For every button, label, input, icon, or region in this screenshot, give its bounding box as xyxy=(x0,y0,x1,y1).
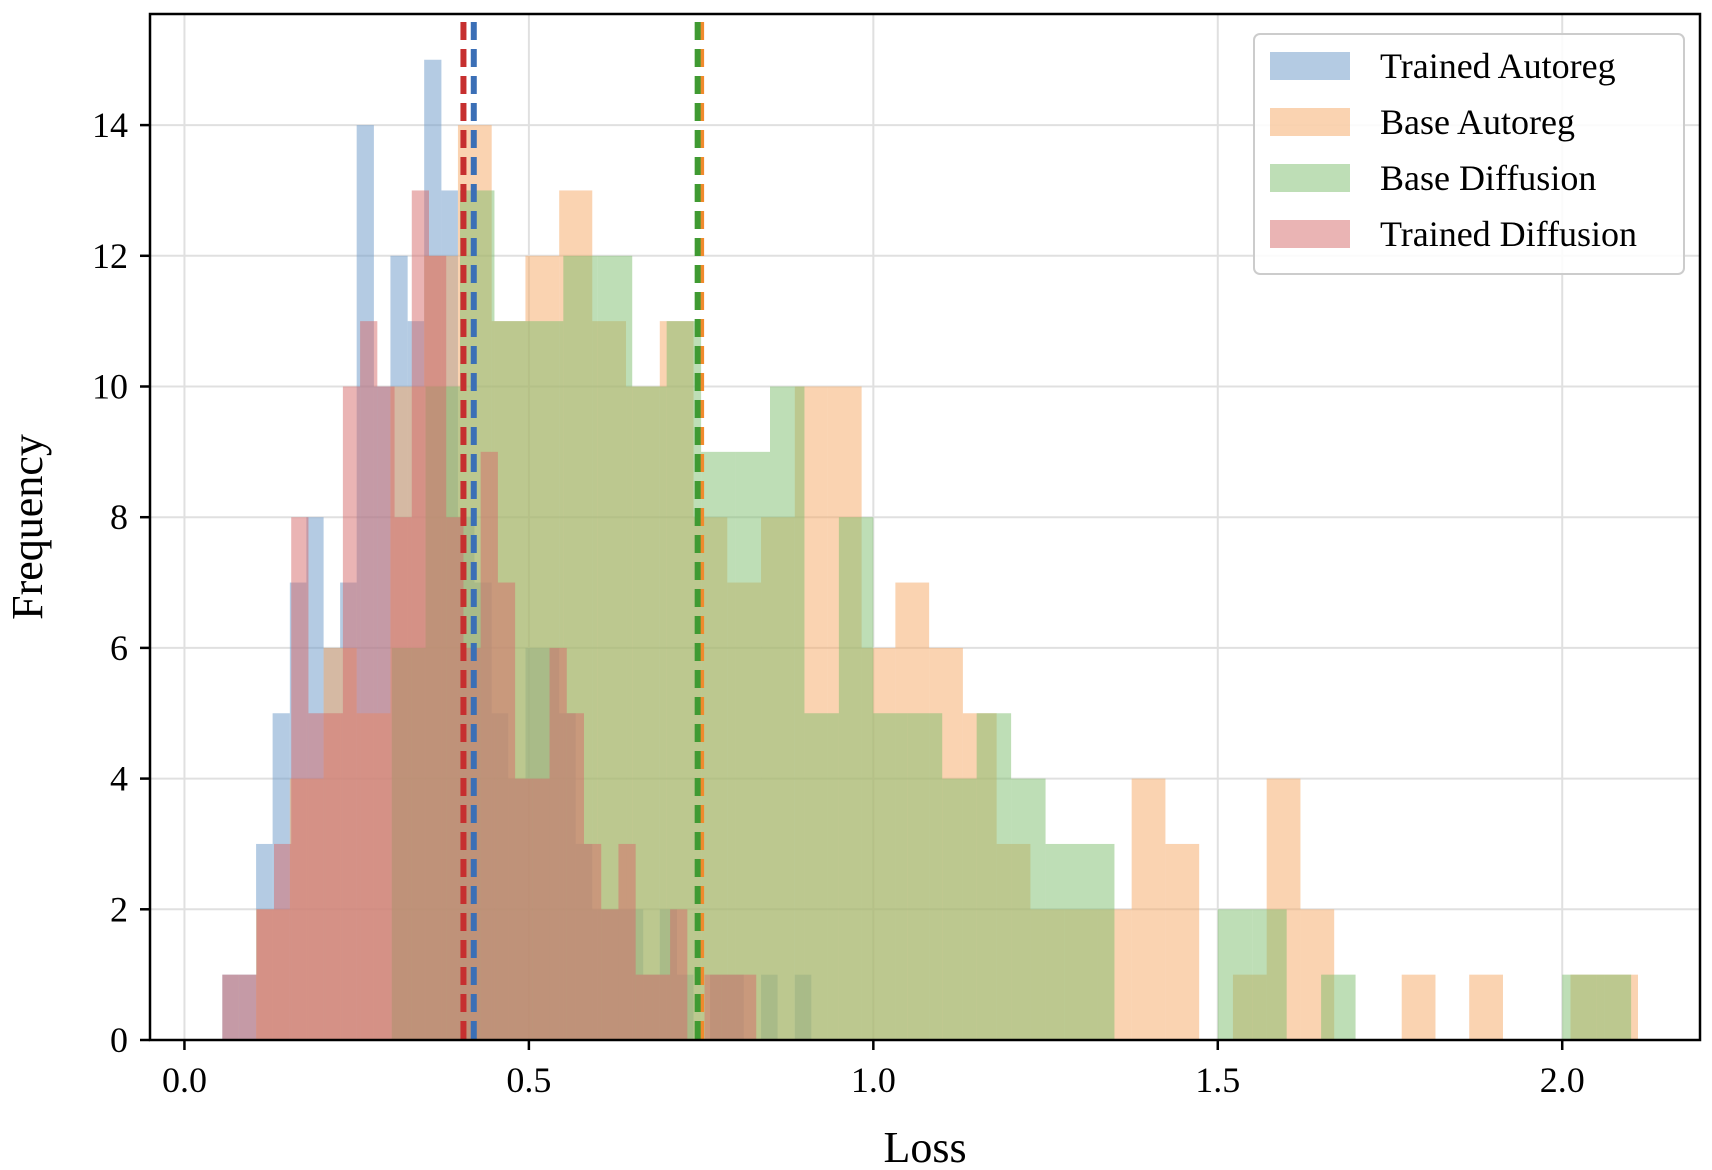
histogram-bar xyxy=(429,255,447,1041)
histogram-bar xyxy=(497,582,516,1040)
histogram-bar xyxy=(618,843,636,1040)
histogram-bar xyxy=(291,517,309,1040)
y-tick-label: 4 xyxy=(110,759,128,799)
histogram-bar xyxy=(1252,909,1287,1040)
histogram-bar xyxy=(325,713,343,1040)
histogram-bar xyxy=(1011,778,1046,1040)
histogram-bar xyxy=(308,713,326,1040)
legend-swatch xyxy=(1270,164,1350,192)
x-tick-label: 1.5 xyxy=(1195,1060,1240,1100)
legend-label: Trained Autoreg xyxy=(1380,46,1616,86)
histogram-bar xyxy=(804,713,839,1040)
y-tick-label: 12 xyxy=(92,236,128,276)
histogram-bar xyxy=(549,647,567,1040)
y-tick-label: 10 xyxy=(92,366,128,406)
histogram-bar xyxy=(942,778,977,1040)
histogram-bar xyxy=(873,713,908,1040)
histogram-bar xyxy=(222,974,240,1040)
histogram-bar xyxy=(1469,974,1503,1040)
histogram-bar xyxy=(274,843,292,1040)
histogram-bar xyxy=(411,190,429,1040)
legend-box xyxy=(1253,33,1685,275)
histogram-bar xyxy=(704,974,722,1040)
y-tick-label: 0 xyxy=(110,1020,128,1060)
legend-swatch xyxy=(1270,52,1350,80)
histogram-bar xyxy=(239,974,257,1040)
histogram-bar xyxy=(721,974,739,1040)
histogram-bar xyxy=(446,517,464,1040)
histogram-bar xyxy=(976,713,1012,1040)
x-tick-label: 0.5 xyxy=(506,1060,551,1100)
histogram-bar xyxy=(601,909,619,1040)
x-axis-title: Loss xyxy=(883,1123,966,1170)
histogram-bar xyxy=(584,843,602,1040)
histogram-bar xyxy=(1217,909,1253,1040)
x-tick-label: 2.0 xyxy=(1540,1060,1585,1100)
x-tick-label: 1.0 xyxy=(851,1060,896,1100)
histogram-bar xyxy=(515,778,533,1040)
x-axis: 0.0 0.5 1.0 1.5 2.0 xyxy=(162,1040,1585,1100)
histogram-bar xyxy=(739,974,757,1040)
histogram-bar xyxy=(670,909,688,1040)
histogram-bar xyxy=(632,386,667,1040)
histogram-bar xyxy=(566,713,584,1040)
y-axis-title: Frequency xyxy=(3,434,52,620)
y-tick-label: 2 xyxy=(110,889,128,929)
histogram-bar xyxy=(377,386,395,1040)
histogram-bar xyxy=(735,451,770,1040)
histogram-bar xyxy=(1596,974,1632,1040)
histogram-bar xyxy=(701,451,736,1040)
legend-swatch xyxy=(1270,220,1350,248)
y-tick-label: 8 xyxy=(110,497,128,537)
histogram-bar xyxy=(907,713,943,1040)
histogram-bar xyxy=(635,974,653,1040)
histogram-bar xyxy=(394,517,412,1040)
legend: Trained Autoreg Base Autoreg Base Diffusio… xyxy=(1253,33,1685,275)
legend-label: Base Autoreg xyxy=(1380,102,1575,142)
histogram-bar xyxy=(256,909,274,1040)
plot-frame xyxy=(148,12,1702,1042)
y-tick-label: 6 xyxy=(110,628,128,668)
histogram-bar xyxy=(1165,843,1200,1040)
histogram-bar xyxy=(342,386,361,1040)
histogram-bar xyxy=(1045,843,1080,1040)
histogram-bar xyxy=(1321,974,1356,1040)
y-tick-label: 14 xyxy=(92,105,128,145)
histogram-bar xyxy=(480,451,498,1040)
histogram-bar xyxy=(1401,974,1436,1040)
histogram-bar xyxy=(770,386,805,1040)
histogram-bar xyxy=(360,321,378,1040)
y-axis: 0 2 4 6 8 10 12 14 xyxy=(92,105,150,1060)
legend-label: Base Diffusion xyxy=(1380,158,1596,198)
x-tick-label: 0.0 xyxy=(162,1060,207,1100)
histogram-bar xyxy=(1562,974,1597,1040)
histogram-bar xyxy=(532,778,550,1040)
legend-swatch xyxy=(1270,108,1350,136)
histogram-bar xyxy=(1080,843,1115,1040)
legend-label: Trained Diffusion xyxy=(1380,214,1637,254)
histogram-bar xyxy=(652,974,671,1040)
mean-lines xyxy=(460,22,705,1040)
histogram-bar xyxy=(1131,778,1166,1040)
histogram-bar xyxy=(838,517,874,1040)
